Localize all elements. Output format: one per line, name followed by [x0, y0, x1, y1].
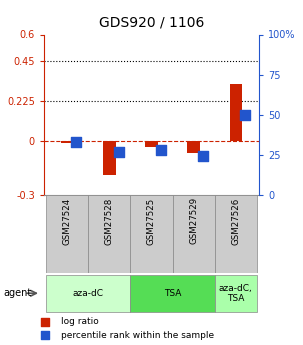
- Bar: [173, 195, 215, 273]
- Point: [211, 144, 216, 150]
- Text: aza-dC: aza-dC: [73, 289, 104, 298]
- Bar: [145, 141, 158, 147]
- Bar: [130, 195, 173, 273]
- Bar: [130, 275, 215, 312]
- Text: GSM27525: GSM27525: [147, 197, 156, 245]
- Text: GSM27528: GSM27528: [105, 197, 114, 245]
- Point: [211, 270, 216, 275]
- Text: GDS920 / 1106: GDS920 / 1106: [99, 16, 204, 30]
- Text: aza-dC,
TSA: aza-dC, TSA: [219, 284, 253, 303]
- Bar: [187, 141, 200, 153]
- Text: TSA: TSA: [164, 289, 181, 298]
- Text: GSM27524: GSM27524: [63, 197, 72, 245]
- Bar: [230, 85, 242, 141]
- Bar: [103, 141, 116, 175]
- Bar: [46, 195, 88, 273]
- Point: [201, 153, 205, 158]
- Point: [74, 139, 79, 145]
- Text: GSM27529: GSM27529: [189, 197, 198, 244]
- Point: [158, 147, 163, 153]
- Bar: [46, 275, 130, 312]
- Point: [116, 149, 121, 154]
- Bar: [215, 195, 257, 273]
- Text: log ratio: log ratio: [61, 317, 98, 326]
- Text: GSM27526: GSM27526: [231, 197, 240, 245]
- Text: percentile rank within the sample: percentile rank within the sample: [61, 331, 214, 340]
- Text: agent: agent: [3, 288, 31, 298]
- Bar: [215, 275, 257, 312]
- Bar: [61, 141, 73, 143]
- Point: [243, 112, 248, 118]
- Bar: [88, 195, 130, 273]
